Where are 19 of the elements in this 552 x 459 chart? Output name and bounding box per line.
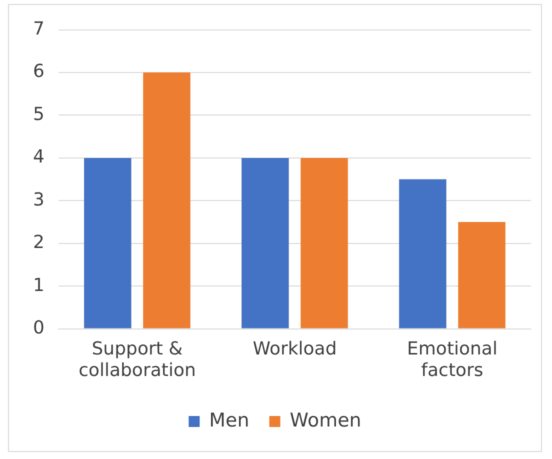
y-tick-label: 1 — [33, 274, 44, 296]
x-tick-label: Support & collaboration — [78, 338, 196, 381]
bar — [242, 158, 289, 328]
x-tick-label: Workload — [252, 338, 337, 360]
legend-label: Women — [290, 409, 362, 432]
y-tick-label: 2 — [33, 232, 44, 254]
y-tick-label: 3 — [33, 189, 44, 210]
bar — [143, 72, 190, 328]
x-tick-label: Emotional factors — [407, 338, 498, 381]
bar — [300, 158, 348, 328]
y-tick-label: 4 — [33, 146, 44, 168]
bar — [84, 158, 132, 328]
y-tick-label: 0 — [33, 317, 44, 338]
bar — [399, 179, 446, 328]
y-tick-label: 7 — [33, 18, 44, 40]
y-tick-label: 5 — [33, 104, 44, 125]
y-tick-label: 6 — [33, 61, 44, 82]
bar — [458, 222, 506, 328]
legend-label: Men — [209, 409, 250, 432]
